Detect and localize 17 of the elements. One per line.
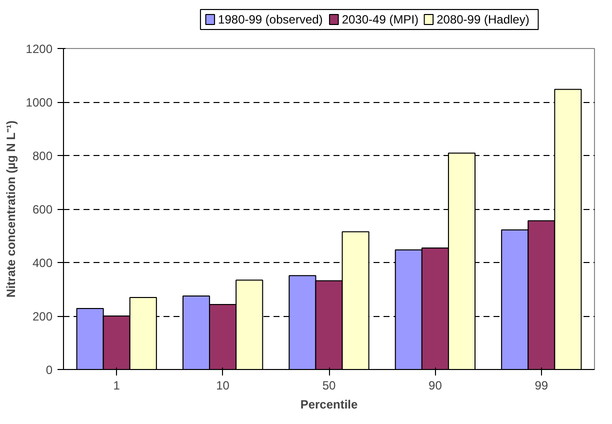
y-tick-label: 400 bbox=[32, 256, 53, 270]
legend-label: 1980-99 (observed) bbox=[218, 12, 323, 26]
x-tick-label: 90 bbox=[428, 378, 442, 392]
y-axis-title: Nitrate concentration (µg N L⁻¹) bbox=[4, 120, 18, 298]
y-tick-label: 1000 bbox=[26, 96, 53, 110]
legend-label: 2030-49 (MPI) bbox=[342, 12, 419, 26]
y-tick-label: 200 bbox=[32, 310, 53, 324]
x-tick-label: 99 bbox=[534, 378, 548, 392]
x-axis-title: Percentile bbox=[300, 398, 358, 412]
y-tick-label: 1200 bbox=[26, 42, 53, 56]
x-tick-label: 1 bbox=[113, 378, 120, 392]
legend-label: 2080-99 (Hadley) bbox=[436, 12, 530, 26]
y-tick-label: 0 bbox=[46, 363, 53, 377]
x-tick-label: 50 bbox=[322, 378, 336, 392]
y-tick-label: 800 bbox=[32, 149, 53, 163]
x-tick-label: 10 bbox=[216, 378, 230, 392]
y-tick-label: 600 bbox=[32, 202, 53, 216]
